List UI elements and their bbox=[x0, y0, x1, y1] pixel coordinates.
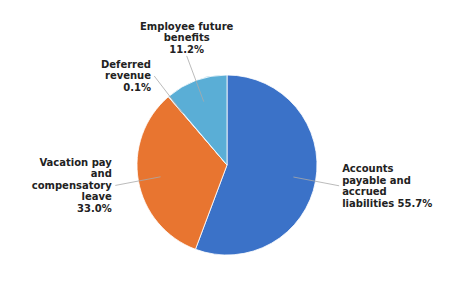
leader-line bbox=[154, 76, 183, 114]
slice-label: Deferredrevenue0.1% bbox=[101, 59, 151, 93]
labels: Accountspayable andaccruedliabilities 55… bbox=[32, 21, 433, 214]
slices bbox=[137, 75, 317, 255]
leader-line bbox=[293, 177, 339, 186]
leader-line bbox=[115, 177, 160, 186]
leader-line bbox=[187, 56, 204, 102]
pie-slice bbox=[169, 75, 227, 165]
slice-label: Employee futurebenefits11.2% bbox=[140, 21, 234, 55]
slice-label: Accountspayable andaccruedliabilities 55… bbox=[342, 163, 432, 209]
slice-label: Vacation payandcompensatoryleave33.0% bbox=[32, 157, 113, 214]
chart: Accountspayable andaccruedliabilities 55… bbox=[0, 0, 455, 303]
